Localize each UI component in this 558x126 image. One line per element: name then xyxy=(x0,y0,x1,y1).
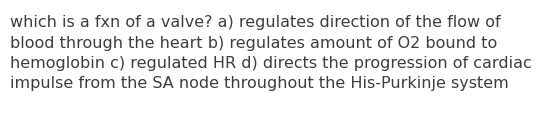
Text: which is a fxn of a valve? a) regulates direction of the flow of
blood through t: which is a fxn of a valve? a) regulates … xyxy=(10,15,532,91)
